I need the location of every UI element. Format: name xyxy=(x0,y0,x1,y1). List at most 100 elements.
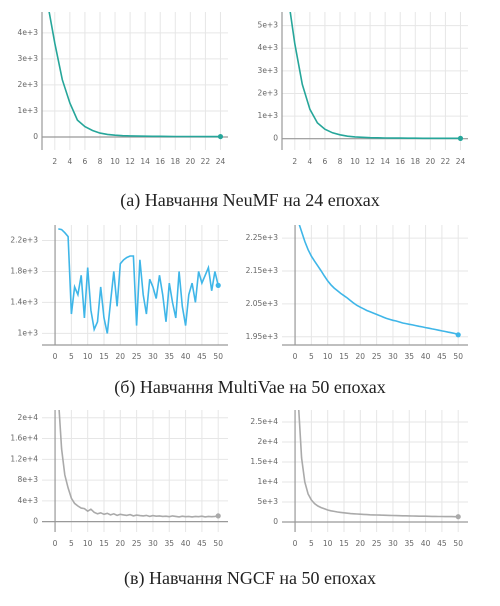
x-tick-label: 0 xyxy=(53,539,58,548)
x-tick-label: 22 xyxy=(441,157,451,166)
y-tick-label: 5e+3 xyxy=(258,497,279,506)
x-tick-label: 16 xyxy=(155,157,165,166)
x-tick-label: 5 xyxy=(309,539,314,548)
x-tick-label: 25 xyxy=(372,539,382,548)
x-tick-label: 4 xyxy=(67,157,72,166)
y-tick-label: 3e+3 xyxy=(258,66,279,75)
end-point xyxy=(455,514,461,520)
x-tick-label: 40 xyxy=(181,352,191,361)
x-tick-label: 30 xyxy=(388,352,398,361)
x-tick-label: 5 xyxy=(69,539,74,548)
line xyxy=(289,12,461,140)
x-tick-label: 22 xyxy=(201,157,211,166)
y-tick-label: 1.4e+3 xyxy=(10,297,38,306)
x-tick-label: 24 xyxy=(216,157,226,166)
x-tick-label: 35 xyxy=(164,539,174,548)
y-tick-label: 2e+4 xyxy=(258,437,279,446)
x-tick-label: 6 xyxy=(323,157,328,166)
chart: 0 5 10 15 20 25 30 35 40 45 50 1.95e+3 2.05e+3 2.15e+… xyxy=(246,225,468,361)
x-tick-label: 10 xyxy=(83,352,93,361)
x-tick-label: 8 xyxy=(98,157,103,166)
end-point xyxy=(457,135,464,141)
x-tick-label: 25 xyxy=(132,352,142,361)
x-tick-label: 2 xyxy=(292,157,297,166)
x-tick-label: 15 xyxy=(339,539,349,548)
y-tick-label: 2.15e+3 xyxy=(246,266,279,275)
x-tick-label: 20 xyxy=(116,352,126,361)
y-tick-label: 1.6e+4 xyxy=(10,434,38,443)
chart: 2 4 6 8 10 12 14 16 18 20 22 2401e+32e+33e+34e+35e+… xyxy=(258,12,468,166)
x-tick-label: 25 xyxy=(372,352,382,361)
x-tick-label: 10 xyxy=(110,157,120,166)
y-tick-label: 4e+3 xyxy=(18,496,39,505)
x-tick-label: 20 xyxy=(356,539,366,548)
chart: 0 5 10 15 20 25 30 35 40 45 50 1e+3 1.4e+3 1.8e+3 2.2e… xyxy=(10,225,228,361)
x-tick-label: 5 xyxy=(309,352,314,361)
x-tick-label: 45 xyxy=(437,539,447,548)
chart: 0 5 10 15 20 25 30 35 40 45 50 0 4e+3 8e+3 1.2e+4 1.6e+… xyxy=(10,410,228,548)
x-tick-label: 20 xyxy=(116,539,126,548)
x-tick-label: 12 xyxy=(365,157,375,166)
x-tick-label: 24 xyxy=(456,157,466,166)
x-tick-label: 16 xyxy=(395,157,405,166)
x-tick-label: 35 xyxy=(164,352,174,361)
y-tick-label: 1e+3 xyxy=(18,328,39,337)
x-tick-label: 18 xyxy=(411,157,421,166)
x-tick-label: 5 xyxy=(69,352,74,361)
x-tick-label: 15 xyxy=(99,539,109,548)
x-tick-label: 30 xyxy=(388,539,398,548)
y-tick-label: 0 xyxy=(33,132,38,141)
y-tick-label: 1e+4 xyxy=(258,477,279,486)
x-tick-label: 20 xyxy=(356,352,366,361)
x-tick-label: 50 xyxy=(213,539,223,548)
x-tick-label: 18 xyxy=(171,157,181,166)
y-tick-label: 0 xyxy=(33,517,38,526)
y-tick-label: 2.25e+3 xyxy=(246,233,279,242)
y-tick-label: 3e+3 xyxy=(18,54,39,63)
x-tick-label: 10 xyxy=(323,539,333,548)
line xyxy=(297,410,459,518)
y-tick-label: 2.5e+4 xyxy=(250,417,278,426)
end-point xyxy=(215,282,221,288)
y-tick-label: 1e+3 xyxy=(18,106,39,115)
x-tick-label: 0 xyxy=(293,539,298,548)
x-tick-label: 10 xyxy=(323,352,333,361)
x-tick-label: 25 xyxy=(132,539,142,548)
x-tick-label: 50 xyxy=(213,352,223,361)
y-tick-label: 1.8e+3 xyxy=(10,266,38,275)
y-tick-label: 1.95e+3 xyxy=(246,332,279,341)
caption: (в) Навчання NGCF на 50 епохах xyxy=(124,568,376,589)
x-tick-label: 40 xyxy=(181,539,191,548)
x-tick-label: 12 xyxy=(125,157,135,166)
x-tick-label: 0 xyxy=(293,352,298,361)
line xyxy=(58,228,219,334)
y-tick-label: 0 xyxy=(273,517,278,526)
x-tick-label: 45 xyxy=(197,539,207,548)
x-tick-label: 6 xyxy=(83,157,88,166)
x-tick-label: 35 xyxy=(404,352,414,361)
y-tick-label: 4e+3 xyxy=(258,43,279,52)
line xyxy=(48,12,221,138)
y-tick-label: 1.5e+4 xyxy=(250,457,278,466)
x-tick-label: 20 xyxy=(186,157,196,166)
y-tick-label: 8e+3 xyxy=(18,475,39,484)
x-tick-label: 8 xyxy=(338,157,343,166)
y-tick-label: 1.2e+4 xyxy=(10,454,38,463)
x-tick-label: 30 xyxy=(148,539,158,548)
x-tick-label: 4 xyxy=(307,157,312,166)
x-tick-label: 2 xyxy=(52,157,57,166)
end-point xyxy=(217,133,224,140)
y-tick-label: 5e+3 xyxy=(258,21,279,30)
line xyxy=(58,410,219,518)
end-point xyxy=(455,332,461,338)
x-tick-label: 14 xyxy=(380,157,390,166)
x-tick-label: 30 xyxy=(148,352,158,361)
x-tick-label: 15 xyxy=(339,352,349,361)
x-tick-label: 14 xyxy=(140,157,150,166)
y-tick-label: 0 xyxy=(273,134,278,143)
y-tick-label: 2e+3 xyxy=(18,80,39,89)
x-tick-label: 50 xyxy=(453,352,463,361)
x-tick-label: 40 xyxy=(421,539,431,548)
